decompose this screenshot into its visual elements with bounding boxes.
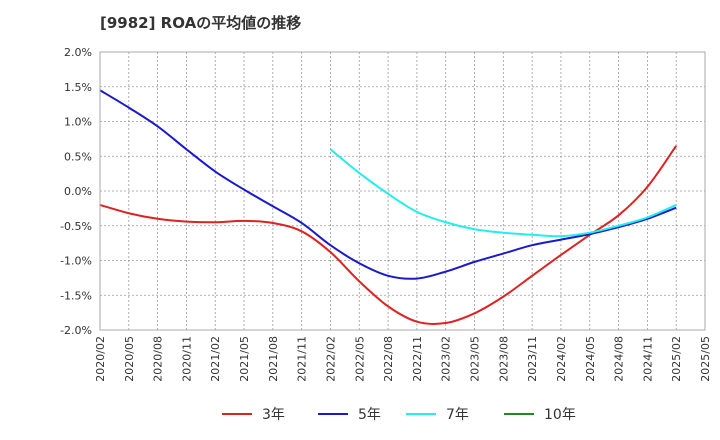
x-tick-label: 2022/05 [353, 336, 366, 382]
x-tick-label: 2023/02 [440, 336, 453, 382]
x-tick-label: 2024/05 [584, 336, 597, 382]
y-axis: 2.0% 1.5% 1.0% 0.5% 0.0% -0.5% -1.0% -1.5% -2.0% [60, 46, 92, 337]
x-tick-label: 2021/11 [296, 336, 309, 382]
x-tick-label: 2023/08 [497, 336, 510, 382]
x-tick-label: 2020/11 [180, 336, 193, 382]
legend-label: 3年 [262, 407, 285, 423]
series-line-5年 [99, 89, 677, 280]
x-tick-label: 2022/08 [382, 336, 395, 382]
legend-label: 10年 [544, 407, 576, 423]
series-line-3年 [99, 145, 678, 325]
x-tick-label: 2022/11 [411, 336, 424, 382]
y-tick-label: 1.5% [64, 81, 92, 94]
plot-border [99, 51, 706, 331]
series-line-7年 [329, 148, 677, 238]
x-tick-label: 2024/08 [613, 336, 626, 382]
x-tick-label: 2023/05 [469, 336, 482, 382]
x-tick-label: 2025/02 [670, 336, 683, 382]
legend-label: 5年 [358, 407, 381, 423]
x-tick-label: 2020/08 [152, 336, 165, 382]
x-tick-label: 2024/11 [641, 336, 654, 382]
y-tick-label: -1.5% [60, 289, 92, 302]
series-lines [99, 89, 678, 325]
chart-title: [9982] ROAの平均値の推移 [100, 14, 302, 32]
x-tick-label: 2024/02 [555, 336, 568, 382]
x-tick-label: 2022/02 [324, 336, 337, 382]
legend: 3年 5年 7年 10年 [222, 407, 576, 423]
x-tick-label: 2021/02 [209, 336, 222, 382]
x-tick-label: 2020/02 [94, 336, 107, 382]
plot-area [100, 52, 705, 330]
x-tick-label: 2023/11 [526, 336, 539, 382]
y-tick-label: -1.0% [60, 255, 92, 268]
x-tick-label: 2025/05 [699, 336, 712, 382]
x-tick-label: 2021/08 [267, 336, 280, 382]
y-tick-label: -2.0% [60, 324, 92, 337]
x-axis: 2020/02 2020/05 2020/08 2020/11 2021/02 2021/… [94, 336, 712, 382]
y-tick-label: -0.5% [60, 220, 92, 233]
y-tick-label: 2.0% [64, 46, 92, 59]
x-tick-label: 2020/05 [123, 336, 136, 382]
y-tick-label: 1.0% [64, 116, 92, 129]
y-tick-label: 0.0% [64, 185, 92, 198]
grid [100, 52, 705, 330]
x-tick-label: 2021/05 [238, 336, 251, 382]
legend-label: 7年 [446, 407, 469, 423]
y-tick-label: 0.5% [64, 150, 92, 163]
